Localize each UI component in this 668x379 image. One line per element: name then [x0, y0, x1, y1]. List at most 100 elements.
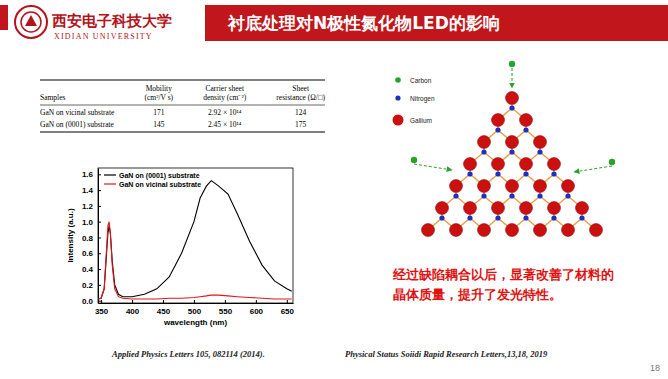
gallium-atom	[590, 224, 603, 237]
note: 经过缺陷耦合以后，显著改善了材料的晶体质量，提升了发光特性。	[392, 267, 614, 302]
nitrogen-atom	[439, 215, 444, 220]
nitrogen-atom	[495, 215, 500, 220]
y-tick-label: 1.2	[82, 202, 94, 211]
y-tick: 0.6	[82, 249, 101, 258]
y-axis-line	[98, 169, 99, 304]
nitrogen-atom	[551, 215, 556, 220]
nitrogen-atom	[509, 149, 514, 154]
series-line	[98, 222, 292, 299]
table-cell: GaN on (0001) substrate	[40, 120, 115, 129]
table-header: density (cm⁻²)	[203, 93, 246, 102]
y-tick-label: 0.4	[82, 265, 94, 274]
gallium-atom	[534, 136, 547, 149]
y-tick-label: 0.6	[82, 249, 94, 258]
table-cell: 2.92 × 10¹⁴	[208, 108, 242, 117]
table-cell: 145	[153, 120, 165, 129]
legend-label: Carbon	[410, 77, 432, 84]
nitrogen-atom	[523, 171, 528, 176]
legend: GaN on (0001) substrateGaN on vicinal su…	[104, 172, 201, 188]
nitrogen-atom	[481, 193, 486, 198]
y-tick: 0.2	[82, 281, 101, 290]
carbon-arrow	[574, 166, 612, 172]
gallium-atom	[422, 224, 435, 237]
title-banner	[205, 5, 668, 41]
x-tick-label: 450	[157, 307, 171, 316]
gallium-atom	[492, 114, 505, 127]
nitrogen-atom	[509, 105, 514, 110]
gallium-atom	[520, 158, 533, 171]
y-tick: 1.2	[82, 202, 101, 211]
note-line: 经过缺陷耦合以后，显著改善了材料的	[392, 267, 614, 282]
y-tick-label: 0.8	[82, 234, 94, 243]
y-tick: 0.4	[82, 265, 101, 274]
nitrogen-atom	[565, 193, 570, 198]
x-tick: 500	[188, 300, 202, 316]
gallium-atom	[562, 180, 575, 193]
y-tick-mark	[98, 237, 101, 238]
citation: Physical Status Soiidi Rapid Research Le…	[345, 349, 548, 359]
x-tick: 650	[281, 300, 295, 316]
chart: 3504004505005506006500.00.20.40.60.81.01…	[66, 168, 295, 327]
nitrogen-atom	[509, 193, 514, 198]
table-header: (cm²/V s)	[145, 93, 174, 102]
school-name-en: XIDIAN UNIVERSITY	[54, 32, 153, 41]
gallium-atom	[436, 202, 449, 215]
table-cell: GaN on vicinal substrate	[40, 108, 115, 117]
logo-mark	[25, 15, 37, 26]
y-tick-mark	[98, 174, 101, 175]
series-line	[98, 181, 292, 299]
gallium-atom	[534, 224, 547, 237]
gallium-atom	[464, 158, 477, 171]
y-tick: 1.0	[82, 218, 101, 227]
y-tick-mark	[98, 222, 101, 223]
x-tick-label: 550	[219, 307, 233, 316]
nitrogen-atom	[551, 171, 556, 176]
gallium-atom	[520, 202, 533, 215]
x-tick-mark	[101, 300, 102, 303]
crystal-diagram: Carbon Nitrogen Gallium	[393, 61, 616, 237]
logo-inner	[21, 12, 41, 32]
gallium-atom	[548, 202, 561, 215]
y-axis-title: Intensity (a.u.)	[66, 208, 75, 263]
table-rule	[40, 132, 325, 133]
y-tick-label: 0.2	[82, 281, 94, 290]
x-tick-label: 500	[188, 307, 202, 316]
gallium-atom	[450, 180, 463, 193]
x-tick: 550	[219, 300, 233, 316]
nitrogen-atom	[453, 193, 458, 198]
gallium-atom	[464, 202, 477, 215]
nitrogen-atom	[495, 171, 500, 176]
gallium-atom	[492, 158, 505, 171]
nitrogen-atom	[481, 149, 486, 154]
nitrogen-atom	[467, 215, 472, 220]
school-name: 西安电子科技大学	[51, 12, 172, 29]
gallium-atom	[576, 202, 589, 215]
note-line: 晶体质量，提升了发光特性。	[393, 287, 562, 302]
legend-label: Gallium	[410, 117, 432, 124]
y-tick-mark	[98, 269, 101, 270]
legend-label: GaN on (0001) substrate	[119, 172, 200, 180]
legend-atom	[393, 115, 404, 126]
y-tick-mark	[98, 206, 101, 207]
legend-swatch	[104, 183, 116, 184]
y-tick-label: 1.0	[82, 218, 94, 227]
gallium-atom	[506, 92, 519, 105]
x-tick: 600	[250, 300, 264, 316]
bonds	[428, 98, 596, 230]
table-header: resistance (Ω/□)	[276, 93, 325, 102]
nitrogen-atom	[467, 171, 472, 176]
y-tick: 1.4	[82, 186, 101, 195]
y-axis: 0.00.20.40.60.81.01.21.41.6	[82, 169, 101, 306]
y-tick-label: 1.4	[82, 186, 94, 195]
y-tick: 0.0	[82, 297, 101, 306]
x-tick-label: 600	[250, 307, 264, 316]
legend-label: Nitrogen	[410, 95, 435, 103]
x-tick-mark	[225, 300, 226, 303]
carbon-atom	[509, 61, 515, 67]
gallium-atom	[562, 224, 575, 237]
x-tick-mark	[256, 300, 257, 303]
carbon-arrow	[512, 68, 513, 88]
gallium-atom	[506, 180, 519, 193]
gallium-atom	[492, 202, 505, 215]
y-tick-mark	[98, 190, 101, 191]
